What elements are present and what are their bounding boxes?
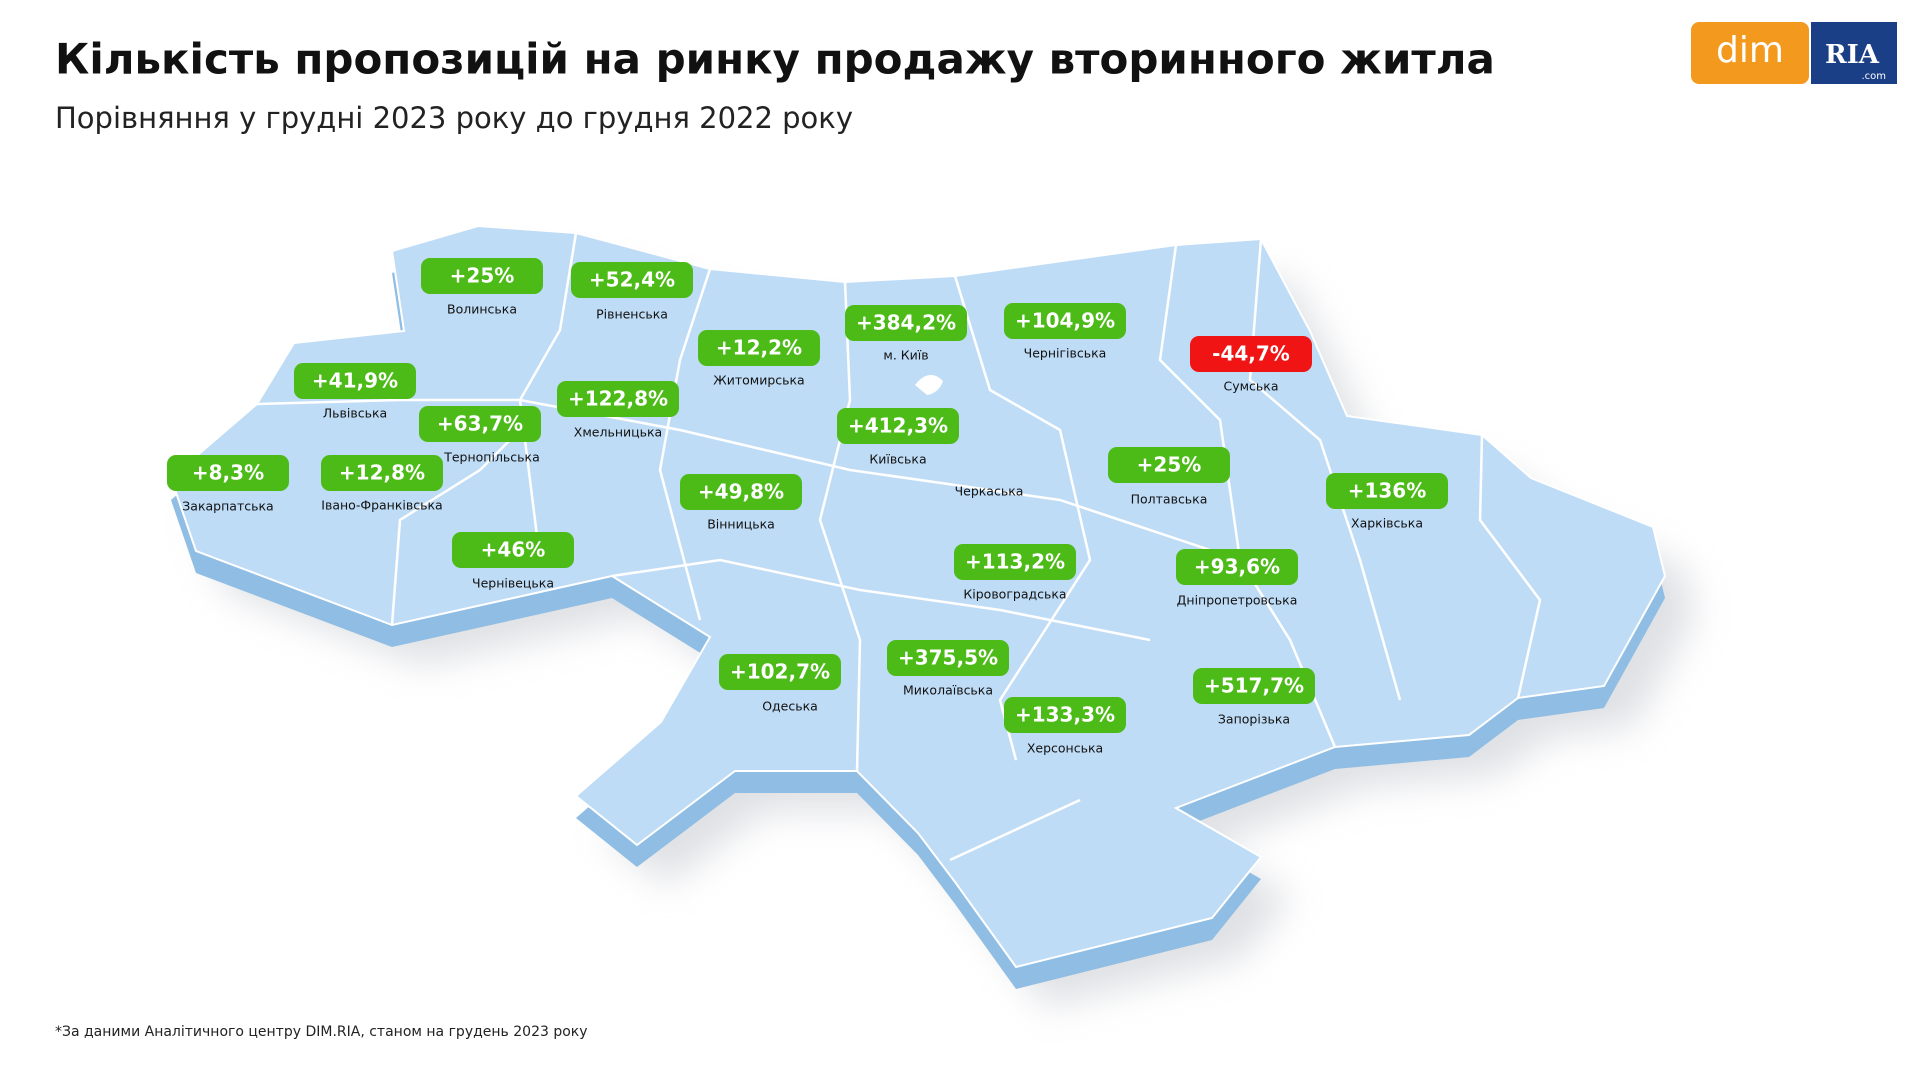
value-badge: [321, 455, 443, 491]
title: Кількість пропозицій на ринку продажу вт…: [55, 35, 1495, 84]
value-badge: [571, 262, 693, 298]
value-badge: [1176, 549, 1298, 585]
value-badge: [680, 474, 802, 510]
value-label: +412,3%: [848, 414, 948, 438]
value-label: +102,7%: [730, 660, 830, 684]
region-name: Харківська: [1351, 516, 1423, 531]
region-name: Херсонська: [1027, 741, 1103, 756]
value-badge: [1004, 303, 1126, 339]
value-badge: [719, 654, 841, 690]
value-badge: [1108, 447, 1230, 483]
subtitle: Порівняння у грудні 2023 року до грудня …: [55, 101, 853, 135]
logo-suffix: .com: [1861, 71, 1886, 82]
value-label: +52,4%: [589, 268, 675, 292]
value-label: +104,9%: [1015, 309, 1115, 333]
value-badge: [887, 640, 1009, 676]
region-name: Хмельницька: [574, 425, 662, 440]
value-label: +384,2%: [856, 311, 956, 335]
value-badge: [1326, 473, 1448, 509]
map-top: [169, 224, 1667, 969]
logo-left: dim: [1716, 30, 1784, 71]
region-name: Рівненська: [596, 307, 668, 322]
region-name: Івано-Франківська: [321, 498, 442, 513]
region-name: Закарпатська: [182, 499, 273, 514]
region-name: Львівська: [323, 406, 387, 421]
kyiv-shape: [915, 374, 943, 395]
value-label: +136%: [1348, 479, 1427, 503]
value-badge: [421, 258, 543, 294]
value-label: +49,8%: [698, 480, 784, 504]
value-label: +122,8%: [568, 387, 668, 411]
value-badge: [845, 305, 967, 341]
value-label: +25%: [450, 264, 515, 288]
logo-right-bg: [1811, 22, 1897, 84]
value-badge: [698, 330, 820, 366]
value-badge: [419, 406, 541, 442]
region-name: Одеська: [762, 699, 818, 714]
region-name: Чернігівська: [1024, 346, 1107, 361]
region-name: Київська: [869, 452, 926, 467]
value-badge: [167, 455, 289, 491]
value-label: +25%: [1137, 453, 1202, 477]
region-name: Черкаська: [955, 484, 1024, 499]
region-name: Вінницька: [707, 517, 775, 532]
value-badge: [452, 532, 574, 568]
region-name: Кіровоградська: [963, 587, 1066, 602]
region-name: Запорізька: [1218, 712, 1290, 727]
region-name: м. Київ: [883, 348, 928, 363]
value-label: -44,7%: [1212, 342, 1290, 366]
value-badge: [954, 544, 1076, 580]
value-label: +12,2%: [716, 336, 802, 360]
map: [169, 224, 1695, 1007]
logo-right: RIA: [1825, 40, 1880, 70]
value-badge: [837, 408, 959, 444]
region-name: Тернопільська: [443, 450, 540, 465]
value-label: +41,9%: [312, 369, 398, 393]
region-name: Сумська: [1223, 379, 1278, 394]
value-label: +8,3%: [192, 461, 264, 485]
region-name: Дніпропетровська: [1177, 593, 1298, 608]
region-name: Полтавська: [1131, 492, 1208, 507]
region-name: Чернівецька: [472, 576, 554, 591]
value-label: +63,7%: [437, 412, 523, 436]
labels: +25% Волинська +52,4% Рівненська +41,9% Львів…: [167, 258, 1448, 756]
value-badge: [1004, 697, 1126, 733]
value-label: +46%: [481, 538, 546, 562]
value-badge: [294, 363, 416, 399]
value-label: +375,5%: [898, 646, 998, 670]
logo-left-bg: [1691, 22, 1809, 84]
value-label: +12,8%: [339, 461, 425, 485]
value-badge: [1193, 668, 1315, 704]
region-name: Миколаївська: [903, 683, 993, 698]
value-badge: [1190, 336, 1312, 372]
value-label: +113,2%: [965, 550, 1065, 574]
region-name: Волинська: [447, 302, 517, 317]
region-name: Житомирська: [713, 373, 804, 388]
value-label: +133,3%: [1015, 703, 1115, 727]
value-label: +517,7%: [1204, 674, 1304, 698]
value-badge: [557, 381, 679, 417]
value-label: +93,6%: [1194, 555, 1280, 579]
footnote: *За даними Аналітичного центру DIM.RIA, …: [55, 1024, 588, 1040]
logo: dim RIA .com: [1691, 22, 1897, 84]
